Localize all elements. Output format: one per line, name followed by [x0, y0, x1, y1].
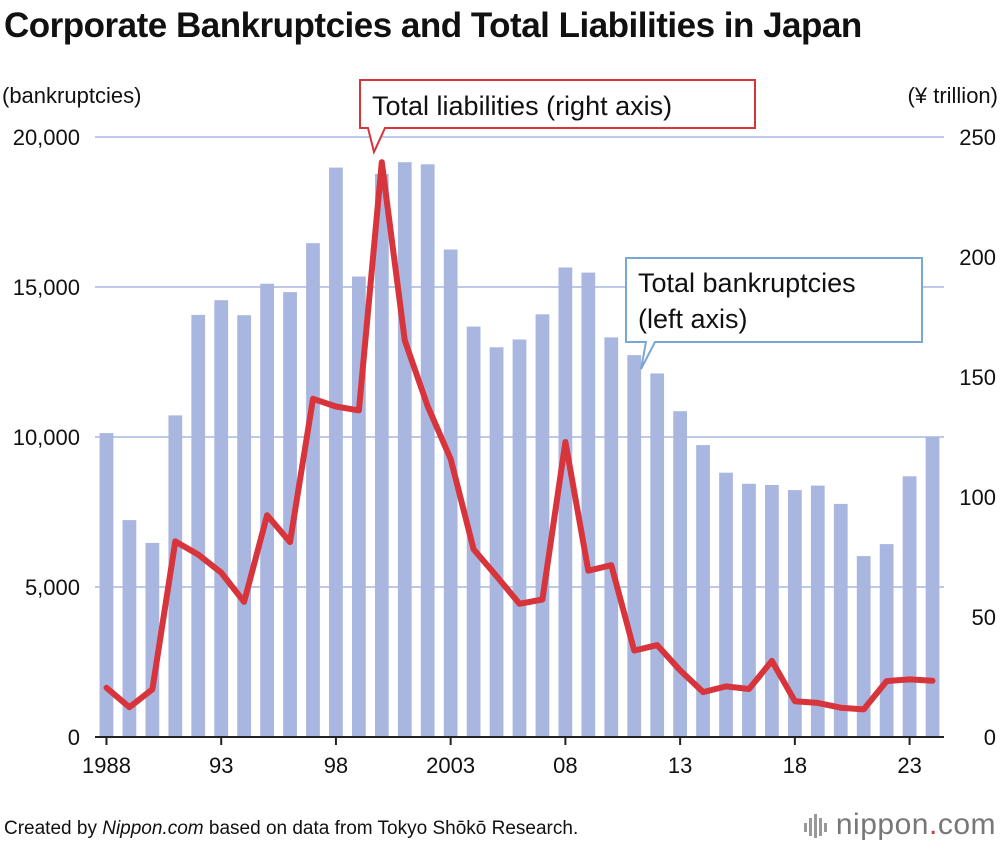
bar-2001 — [397, 162, 412, 737]
right-tick-label: 100 — [959, 485, 996, 510]
bar-1998 — [329, 167, 343, 738]
right-tick-label: 200 — [959, 245, 996, 270]
chart-title: Corporate Bankruptcies and Total Liabili… — [4, 6, 862, 45]
logo-name: nippon — [835, 808, 929, 841]
bar-2002 — [420, 164, 435, 738]
logo-dot: . — [928, 808, 938, 841]
callout-total-bankruptcies-line-1: Total bankruptcies — [638, 268, 856, 298]
bar-1991 — [168, 415, 183, 737]
x-tick-label: 13 — [668, 753, 692, 778]
bar-1992 — [191, 314, 206, 737]
bar-1995 — [260, 283, 274, 737]
bar-1989 — [122, 520, 137, 737]
bar-2011 — [627, 355, 642, 737]
bar-1996 — [283, 292, 297, 737]
callout-total-bankruptcies: Total bankruptcies (left axis) — [625, 257, 923, 370]
logo-tld: com — [937, 808, 996, 841]
bar-2013 — [673, 411, 688, 737]
footer-site: Nippon.com — [102, 818, 204, 839]
bar-2000 — [374, 173, 389, 737]
bar-2021 — [856, 556, 871, 737]
bar-2019 — [810, 485, 825, 737]
bar-2015 — [719, 472, 733, 737]
liabilities-line — [103, 159, 936, 713]
bar-2005 — [489, 347, 504, 737]
callout-total-bankruptcies-line-2: (left axis) — [638, 304, 748, 334]
bar-2003 — [443, 249, 458, 737]
bar-2014 — [696, 445, 710, 737]
footer-prefix: Created by — [4, 818, 103, 839]
right-tick-label: 50 — [972, 605, 996, 630]
bar-2009 — [581, 272, 596, 737]
x-tick-label: 2003 — [426, 753, 475, 778]
bar-1993 — [214, 300, 229, 737]
bar-2012 — [650, 373, 665, 737]
source-footer: Created by Nippon.com based on data from… — [4, 818, 578, 840]
nippon-logo: nippon.com — [803, 808, 996, 842]
left-tick-label: 10,000 — [13, 425, 80, 450]
bar-2022 — [879, 544, 894, 737]
bar-1988 — [99, 433, 114, 737]
right-axis-unit-label: (¥ trillion) — [907, 83, 998, 108]
bar-2016 — [742, 483, 756, 737]
bar-2006 — [512, 339, 527, 737]
callout-total-bankruptcies-box — [625, 257, 923, 370]
x-tick-label: 98 — [324, 753, 348, 778]
bar-2023 — [902, 476, 917, 737]
bar-2018 — [787, 490, 802, 737]
left-tick-label: 15,000 — [13, 275, 80, 300]
bar-2008 — [558, 267, 573, 737]
right-tick-label: 250 — [959, 125, 996, 150]
bar-1994 — [237, 315, 252, 737]
bar-2007 — [535, 314, 550, 737]
right-tick-label: 150 — [959, 365, 996, 390]
x-tick-label: 23 — [897, 753, 921, 778]
bar-2017 — [765, 485, 779, 737]
x-tick-label: 1988 — [82, 753, 131, 778]
right-tick-label: 0 — [984, 725, 996, 750]
chart-plot: 1988 93 98 2003 08 13 18 23 0 5,000 10,000 15,000 2… — [13, 79, 996, 778]
x-tick-label: 93 — [209, 753, 233, 778]
bankruptcies-bars — [99, 162, 940, 738]
x-tick-label: 18 — [783, 753, 807, 778]
x-tick-label: 08 — [553, 753, 577, 778]
left-tick-label: 20,000 — [13, 125, 80, 150]
right-axis-ticks: 0 50 100 150 200 250 — [959, 125, 996, 750]
callout-total-liabilities: Total liabilities (right axis) — [359, 79, 756, 156]
callout-total-liabilities-text: Total liabilities (right axis) — [372, 91, 672, 121]
bar-2024 — [925, 437, 940, 737]
left-tick-label: 5,000 — [25, 575, 80, 600]
bar-2020 — [833, 503, 848, 737]
x-axis-ticks: 1988 93 98 2003 08 13 18 23 — [82, 737, 922, 778]
left-tick-label: 0 — [68, 725, 80, 750]
bar-1997 — [306, 243, 320, 737]
logo-bars-icon — [803, 814, 827, 839]
bar-2010 — [604, 337, 619, 737]
left-axis-unit-label: (bankruptcies) — [2, 83, 142, 108]
left-axis-ticks: 0 5,000 10,000 15,000 20,000 — [13, 125, 80, 750]
callout-total-liabilities-box — [359, 79, 756, 156]
bar-2004 — [466, 326, 481, 737]
footer-suffix: based on data from Tokyo Shōkō Research. — [203, 818, 579, 839]
